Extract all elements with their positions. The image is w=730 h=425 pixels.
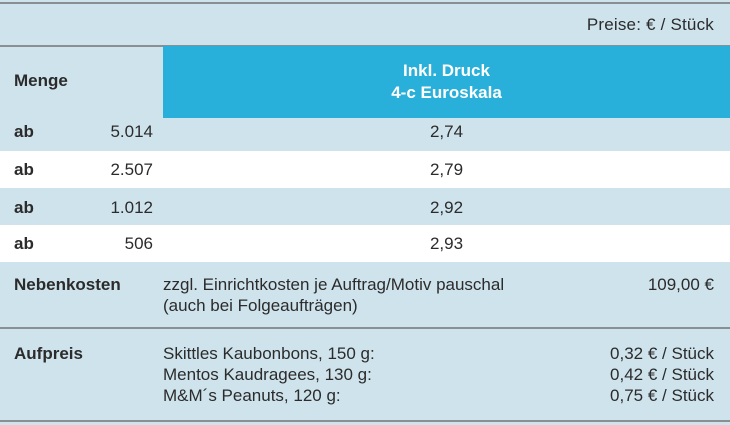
price-row: ab 2.507 2,79: [0, 151, 730, 188]
print-header: Inkl. Druck 4-c Euroskala: [163, 46, 730, 118]
nebenkosten-label: Nebenkosten: [14, 275, 121, 294]
row-price: 2,79: [429, 160, 464, 179]
row-prefix: ab: [14, 198, 34, 217]
row-price: 2,93: [429, 234, 464, 253]
aufpreis-item-price: 0,42 € / Stück: [610, 365, 714, 384]
row-prefix: ab: [14, 234, 34, 253]
price-row: ab 1.012 2,92: [0, 189, 730, 226]
row-prefix: ab: [14, 160, 34, 179]
aufpreis-item-price: 0,75 € / Stück: [610, 386, 714, 405]
aufpreis-label: Aufpreis: [14, 344, 83, 363]
print-header-line2: 4-c Euroskala: [391, 83, 502, 102]
aufpreis-item-name: M&M´s Peanuts, 120 g:: [163, 386, 341, 405]
bottom-rule: [0, 420, 730, 422]
price-row: ab 5.014 2,74: [0, 113, 730, 150]
section-rule: [0, 327, 730, 329]
nebenkosten-amount: 109,00 €: [647, 275, 714, 294]
row-quantity: 2.507: [110, 160, 153, 179]
top-rule: [0, 2, 730, 4]
nebenkosten-line2: (auch bei Folgeaufträgen): [163, 296, 358, 315]
row-price: 2,74: [429, 122, 464, 141]
print-header-line1: Inkl. Druck: [403, 61, 490, 80]
row-quantity: 1.012: [110, 198, 153, 217]
unit-note: Preise: € / Stück: [586, 15, 714, 34]
price-row: ab 506 2,93: [0, 225, 730, 262]
row-price: 2,92: [429, 198, 464, 217]
row-prefix: ab: [14, 122, 34, 141]
nebenkosten-line1: zzgl. Einrichtkosten je Auftrag/Motiv pa…: [163, 275, 505, 294]
aufpreis-item-name: Skittles Kaubonbons, 150 g:: [163, 344, 375, 363]
row-quantity: 5.014: [110, 122, 153, 141]
aufpreis-item-price: 0,32 € / Stück: [610, 344, 714, 363]
quantity-header: Menge: [14, 71, 68, 90]
row-quantity: 506: [124, 234, 153, 253]
aufpreis-item-name: Mentos Kaudragees, 130 g:: [163, 365, 372, 384]
